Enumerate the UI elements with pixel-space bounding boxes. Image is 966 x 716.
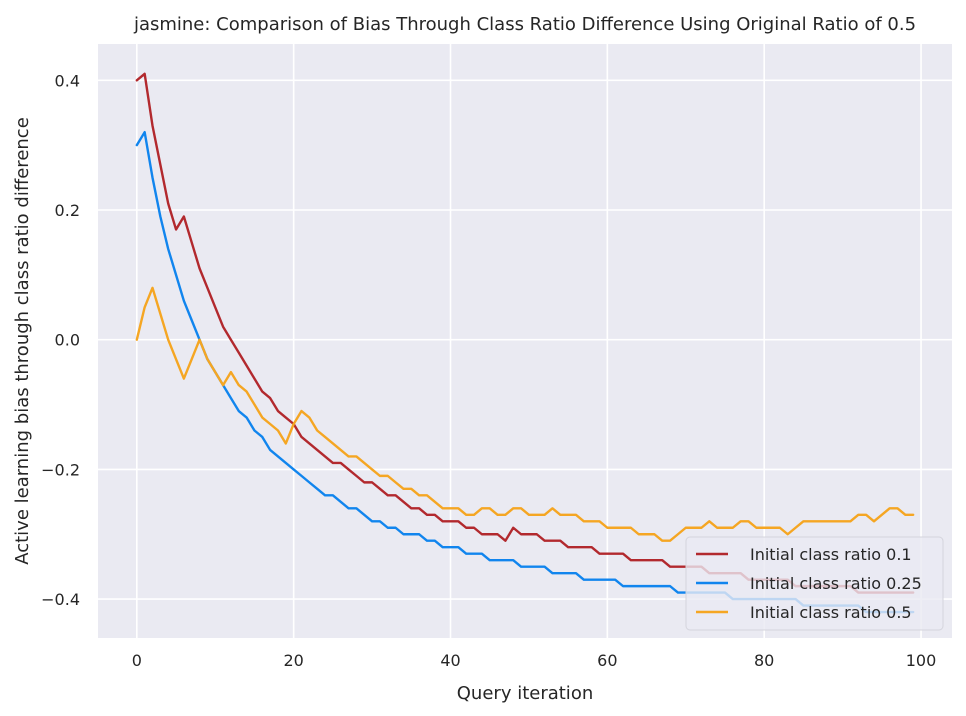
y-tick-label: 0.2 bbox=[55, 201, 80, 220]
y-tick-label: 0.0 bbox=[55, 331, 80, 350]
grid bbox=[98, 44, 952, 638]
legend-label: Initial class ratio 0.1 bbox=[750, 545, 912, 564]
legend: Initial class ratio 0.1 Initial class rat… bbox=[685, 536, 944, 631]
x-tick-label: 60 bbox=[597, 651, 617, 670]
y-tick-label: −0.2 bbox=[41, 460, 80, 479]
x-tick-label: 20 bbox=[283, 651, 303, 670]
x-ticks: 0 20 40 60 80 100 bbox=[132, 651, 937, 670]
x-tick-label: 40 bbox=[440, 651, 460, 670]
legend-label: Initial class ratio 0.5 bbox=[750, 603, 912, 622]
series-line bbox=[135, 286, 915, 542]
x-tick-label: 80 bbox=[754, 651, 774, 670]
y-tick-label: −0.4 bbox=[41, 590, 80, 609]
legend-label: Initial class ratio 0.25 bbox=[750, 574, 922, 593]
y-ticks: −0.4 −0.2 0.0 0.2 0.4 bbox=[41, 71, 80, 609]
x-tick-label: 0 bbox=[132, 651, 142, 670]
y-axis-label: Active learning bias through class ratio… bbox=[12, 117, 33, 565]
chart-title: jasmine: Comparison of Bias Through Clas… bbox=[133, 14, 916, 35]
legend-box bbox=[685, 536, 944, 631]
y-tick-label: 0.4 bbox=[55, 71, 80, 90]
x-axis-label: Query iteration bbox=[457, 683, 593, 704]
x-tick-label: 100 bbox=[906, 651, 937, 670]
